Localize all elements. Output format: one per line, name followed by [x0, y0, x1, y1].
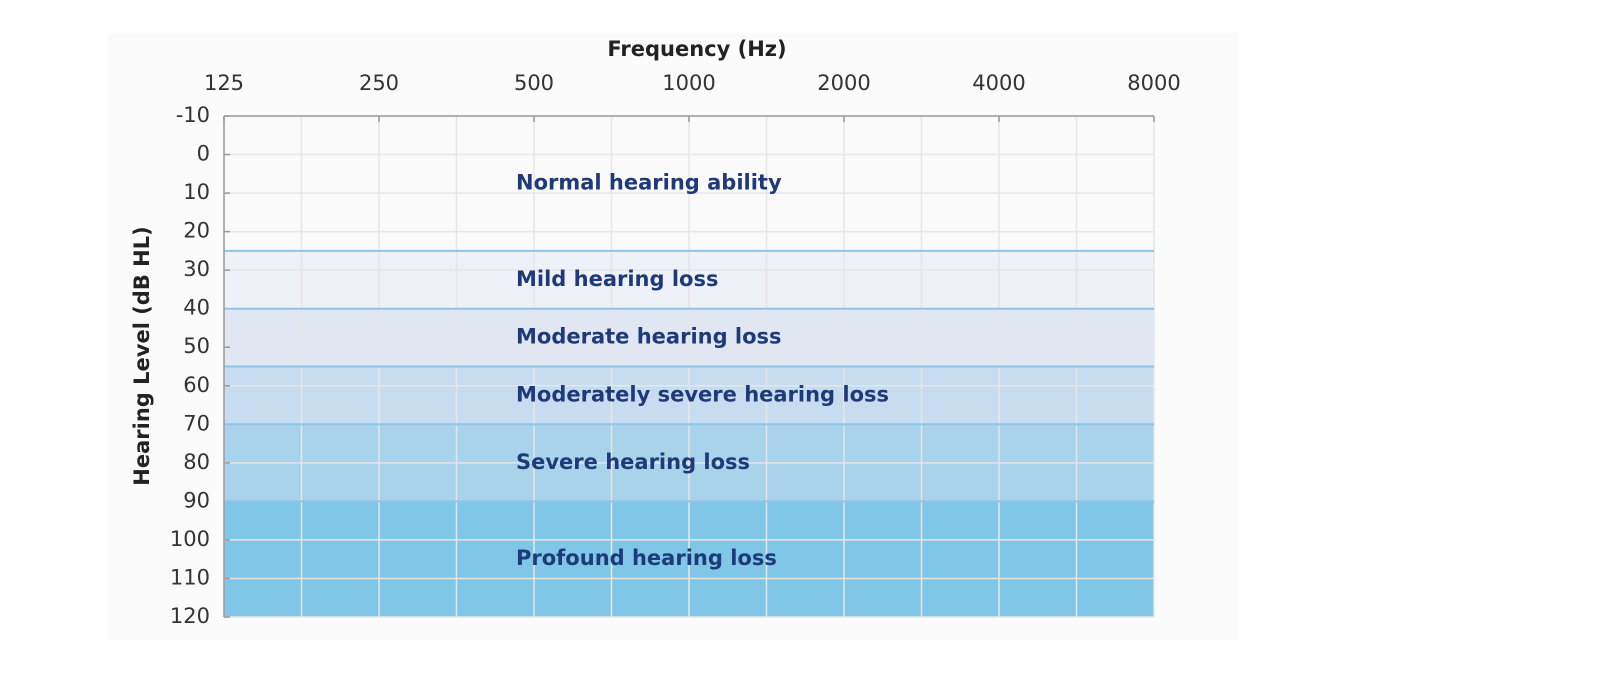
y-tick-label: 100 — [170, 527, 210, 551]
y-tick-label: 120 — [170, 604, 210, 628]
y-tick-label: 40 — [183, 296, 210, 320]
x-tick-label: 4000 — [972, 71, 1025, 95]
x-tick-label: 1000 — [662, 71, 715, 95]
y-tick-label: 110 — [170, 565, 210, 589]
y-tick-label: 50 — [183, 334, 210, 358]
y-tick-label: 90 — [183, 488, 210, 512]
x-tick-label: 2000 — [817, 71, 870, 95]
y-tick-label: 10 — [183, 180, 210, 204]
band-label: Moderately severe hearing loss — [516, 382, 889, 406]
y-tick-label: 60 — [183, 373, 210, 397]
y-tick-label: -10 — [176, 103, 210, 127]
y-tick-label: 30 — [183, 257, 210, 281]
band-label: Moderate hearing loss — [516, 325, 782, 349]
band-label: Profound hearing loss — [516, 546, 777, 570]
x-tick-label: 125 — [204, 71, 244, 95]
band-label: Normal hearing ability — [516, 170, 782, 194]
x-tick-label: 250 — [359, 71, 399, 95]
y-tick-label: 80 — [183, 450, 210, 474]
x-axis-title: Frequency (Hz) — [607, 37, 786, 61]
y-tick-label: 70 — [183, 411, 210, 435]
band-label: Mild hearing loss — [516, 267, 718, 291]
y-axis-title: Hearing Level (dB HL) — [130, 226, 154, 485]
x-tick-label: 8000 — [1127, 71, 1180, 95]
band-label: Severe hearing loss — [516, 450, 750, 474]
y-tick-label: 0 — [197, 142, 210, 166]
y-tick-label: 20 — [183, 219, 210, 243]
x-tick-label: 500 — [514, 71, 554, 95]
